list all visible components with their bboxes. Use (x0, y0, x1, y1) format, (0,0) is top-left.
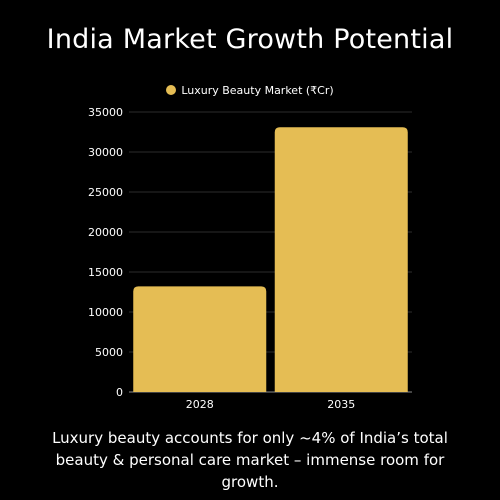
bar-2028 (133, 286, 267, 392)
legend-label: Luxury Beauty Market (₹Cr) (181, 84, 334, 97)
y-tick-label: 25000 (88, 186, 123, 199)
x-tick-label: 2035 (327, 398, 355, 411)
y-axis-ticks: 0 5000 10000 15000 20000 25000 30000 35000 (88, 106, 123, 399)
y-tick-label: 30000 (88, 146, 123, 159)
y-tick-label: 35000 (88, 106, 123, 119)
y-tick-label: 10000 (88, 306, 123, 319)
legend: Luxury Beauty Market (₹Cr) (0, 84, 500, 97)
bars (133, 127, 408, 392)
y-tick-label: 5000 (95, 346, 123, 359)
legend-swatch (166, 85, 177, 95)
y-tick-label: 20000 (88, 226, 123, 239)
x-tick-label: 2028 (186, 398, 214, 411)
y-tick-label: 15000 (88, 266, 123, 279)
chart-title: India Market Growth Potential (46, 24, 454, 55)
y-tick-label: 0 (116, 386, 123, 399)
caption-text: Luxury beauty accounts for only ~4% of I… (52, 429, 448, 491)
x-axis-ticks: 2028 2035 (186, 398, 356, 411)
bar-2035 (274, 127, 408, 392)
